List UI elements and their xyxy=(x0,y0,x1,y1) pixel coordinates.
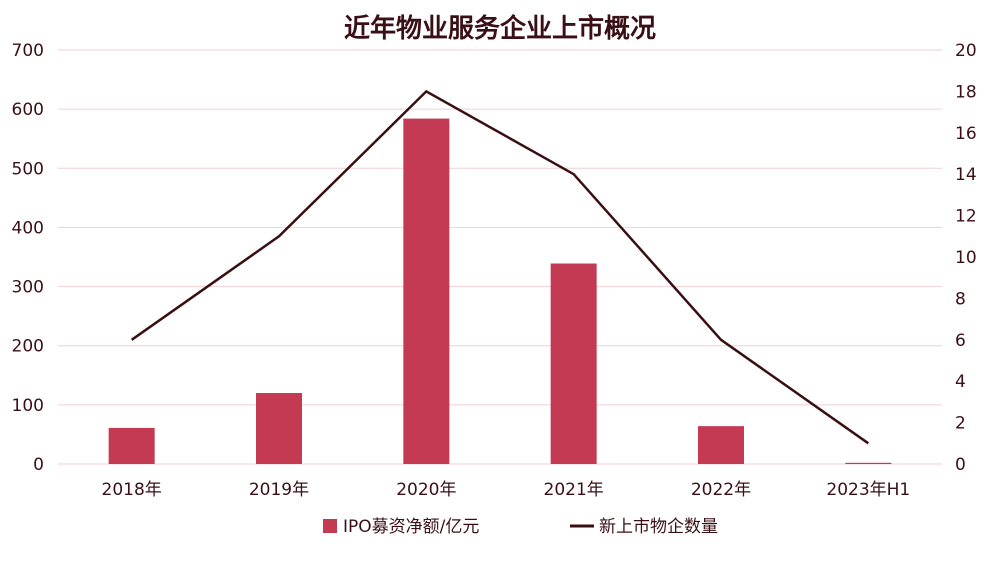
x-tick-label: 2018年 xyxy=(102,480,162,500)
bar xyxy=(256,393,302,464)
y-left-tick-label: 300 xyxy=(12,278,44,298)
y-right-tick-label: 4 xyxy=(955,372,966,392)
bar-series xyxy=(108,118,892,464)
x-tick-label: 2021年 xyxy=(544,480,604,500)
bar xyxy=(698,426,744,464)
y-left-tick-label: 200 xyxy=(12,337,44,357)
right-axis: 0 2 4 6 8 10 12 14 16 18 20 xyxy=(955,41,977,475)
y-right-tick-label: 14 xyxy=(955,165,977,185)
left-axis: 0 100 200 300 400 500 600 700 xyxy=(12,41,44,475)
y-right-tick-label: 18 xyxy=(955,82,977,102)
bar xyxy=(845,462,892,464)
y-left-tick-label: 500 xyxy=(12,159,44,179)
y-right-tick-label: 8 xyxy=(955,289,966,309)
line-series xyxy=(130,89,870,445)
legend-swatch-bar xyxy=(323,519,337,533)
x-tick-label: 2022年 xyxy=(691,480,751,500)
y-right-tick-label: 12 xyxy=(955,207,977,227)
y-right-tick-label: 16 xyxy=(955,124,977,144)
y-right-tick-label: 0 xyxy=(955,455,966,475)
y-left-tick-label: 700 xyxy=(12,41,44,61)
x-axis: 2018年 2019年 2020年 2021年 2022年 2023年H1 xyxy=(102,480,911,500)
legend-label-line: 新上市物企数量 xyxy=(599,517,718,537)
y-left-tick-label: 400 xyxy=(12,218,44,238)
y-right-tick-label: 6 xyxy=(955,331,966,351)
y-left-tick-label: 100 xyxy=(12,396,44,416)
y-left-tick-label: 0 xyxy=(33,455,44,475)
line-path xyxy=(130,89,870,445)
legend: IPO募资净额/亿元 新上市物企数量 xyxy=(323,517,718,537)
y-left-tick-label: 600 xyxy=(12,100,44,120)
x-tick-label: 2023年H1 xyxy=(826,480,910,500)
x-tick-label: 2020年 xyxy=(396,480,456,500)
bar xyxy=(403,118,450,464)
legend-label-bar: IPO募资净额/亿元 xyxy=(343,517,479,537)
chart-title: 近年物业服务企业上市概况 xyxy=(344,13,656,44)
y-right-tick-label: 20 xyxy=(955,41,977,61)
y-right-tick-label: 10 xyxy=(955,248,977,268)
x-tick-label: 2019年 xyxy=(249,480,309,500)
bar xyxy=(108,427,155,464)
y-right-tick-label: 2 xyxy=(955,414,966,434)
bar xyxy=(550,263,597,464)
